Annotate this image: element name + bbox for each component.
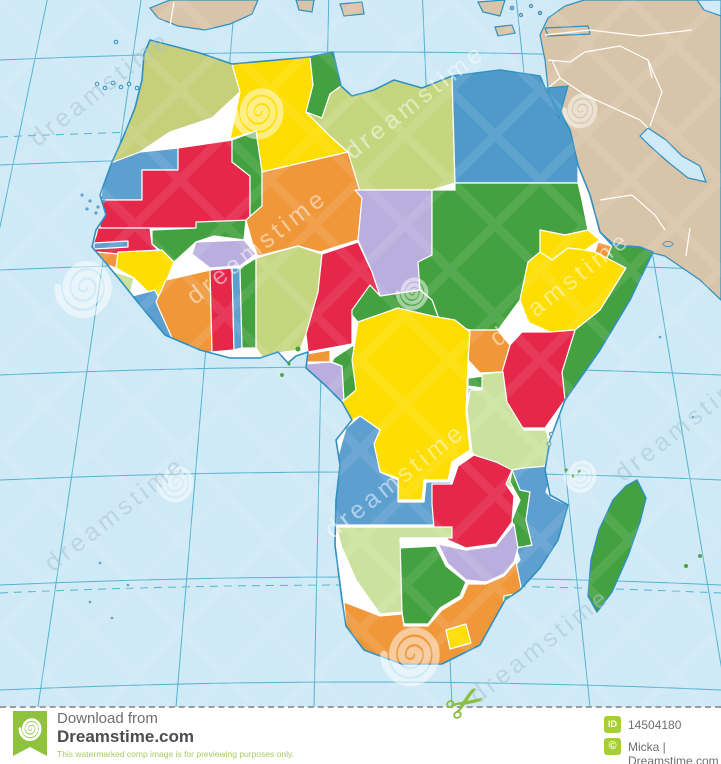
map-area: dreamstime dreamstime dreamstime dreamstime… xyxy=(0,0,721,709)
copyright-badge: © xyxy=(604,738,621,755)
image-id-value: 14504180 xyxy=(628,718,682,732)
author-credit: Micka | Dreamstime.com xyxy=(628,740,719,764)
image-id-badge: ID xyxy=(604,716,621,733)
watermark-disclaimer: This watermarked comp image is for previ… xyxy=(57,749,294,759)
cut-line xyxy=(0,706,721,708)
site-name: Dreamstime.com xyxy=(57,727,195,746)
download-from-label: Download from xyxy=(57,710,158,727)
watermark-hatch xyxy=(0,0,721,707)
dreamstime-logo-shield xyxy=(13,711,47,756)
logo-spiral-icon xyxy=(18,718,42,741)
